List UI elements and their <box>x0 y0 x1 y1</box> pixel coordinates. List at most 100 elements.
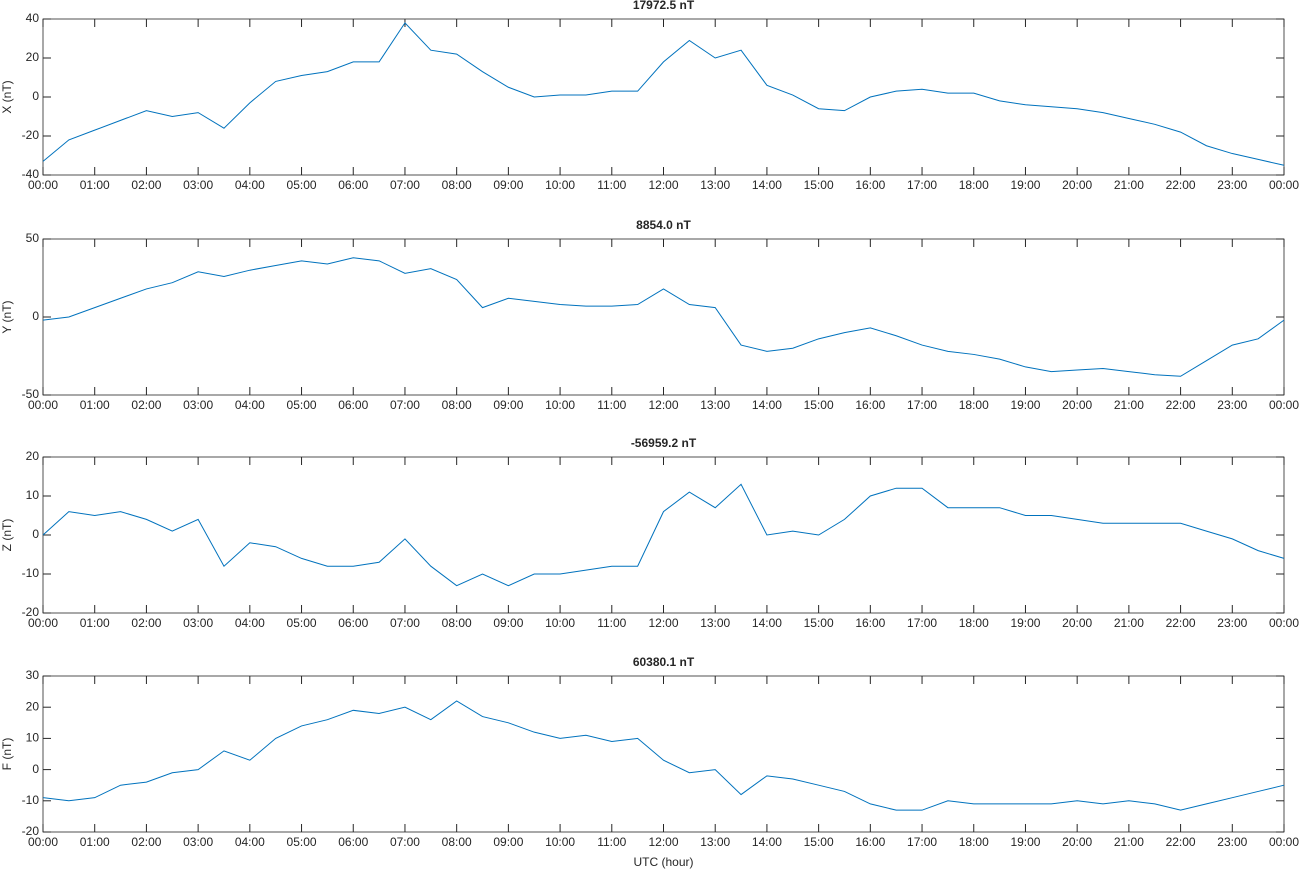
x-tick-label: 20:00 <box>1062 178 1092 192</box>
x-tick-label: 23:00 <box>1217 398 1247 412</box>
x-tick-label: 07:00 <box>390 835 420 849</box>
y-axis-label: X (nT) <box>0 80 14 113</box>
x-tick-label: 10:00 <box>545 835 575 849</box>
x-tick-label: 18:00 <box>959 398 989 412</box>
x-axis-label: UTC (hour) <box>633 855 693 869</box>
y-axis-label: Z (nT) <box>0 519 14 552</box>
subplot-title: 17972.5 nT <box>633 0 695 12</box>
x-tick-label: 10:00 <box>545 398 575 412</box>
x-tick-label: 22:00 <box>1166 398 1196 412</box>
y-tick-label: 10 <box>26 731 40 745</box>
x-tick-label: 04:00 <box>235 616 265 630</box>
x-tick-label: 11:00 <box>597 398 626 412</box>
x-tick-label: 06:00 <box>338 616 368 630</box>
y-axis-label: Y (nT) <box>0 300 14 333</box>
x-tick-label: 14:00 <box>752 178 782 192</box>
x-tick-label: 00:00 <box>1269 178 1299 192</box>
x-tick-label: 09:00 <box>493 835 523 849</box>
data-line <box>42 700 1285 811</box>
x-tick-label: 03:00 <box>183 616 213 630</box>
x-tick-label: 15:00 <box>804 616 834 630</box>
x-tick-label: 15:00 <box>804 178 834 192</box>
x-tick-label: 20:00 <box>1062 835 1092 849</box>
x-tick-label: 10:00 <box>545 616 575 630</box>
y-tick-label: -10 <box>22 566 40 580</box>
x-tick-label: 06:00 <box>338 178 368 192</box>
x-tick-label: 02:00 <box>131 835 161 849</box>
x-tick-label: 12:00 <box>648 616 678 630</box>
x-tick-label: 07:00 <box>390 616 420 630</box>
x-tick-label: 00:00 <box>28 835 58 849</box>
y-tick-label: -50 <box>22 387 40 401</box>
x-tick-label: 03:00 <box>183 835 213 849</box>
y-tick-label: 0 <box>32 309 39 323</box>
x-tick-label: 00:00 <box>28 178 58 192</box>
x-tick-label: 14:00 <box>752 398 782 412</box>
subplot-title: 8854.0 nT <box>636 218 691 232</box>
x-tick-label: 08:00 <box>442 178 472 192</box>
subplot: 00:00 01:00 02:00 03:00 04:00 05:00 06:00 07:00… <box>0 218 1299 412</box>
x-tick-label: 05:00 <box>287 178 317 192</box>
data-line <box>42 22 1285 166</box>
x-tick-label: 09:00 <box>493 398 523 412</box>
y-tick-label: -20 <box>22 605 40 619</box>
x-tick-label: 23:00 <box>1217 616 1247 630</box>
data-line <box>42 483 1285 587</box>
x-tick-label: 05:00 <box>287 616 317 630</box>
x-tick-label: 08:00 <box>442 835 472 849</box>
x-tick-label: 21:00 <box>1114 398 1144 412</box>
y-tick-label: 20 <box>26 699 40 713</box>
x-tick-label: 18:00 <box>959 178 989 192</box>
y-tick-label: 0 <box>32 762 39 776</box>
x-tick-label: 16:00 <box>855 398 885 412</box>
y-tick-label: 50 <box>26 231 40 245</box>
x-tick-label: 12:00 <box>648 835 678 849</box>
x-tick-label: 13:00 <box>700 616 730 630</box>
x-tick-label: 12:00 <box>648 398 678 412</box>
x-tick-label: 21:00 <box>1114 616 1144 630</box>
y-tick-label: 20 <box>26 449 40 463</box>
x-tick-label: 08:00 <box>442 398 472 412</box>
x-tick-label: 04:00 <box>235 398 265 412</box>
y-tick-label: 10 <box>26 488 40 502</box>
subplot: 00:00 01:00 02:00 03:00 04:00 05:00 06:00 07:00… <box>0 655 1299 869</box>
subplot-title: -56959.2 nT <box>631 436 697 450</box>
x-tick-label: 17:00 <box>907 835 937 849</box>
x-tick-label: 05:00 <box>287 835 317 849</box>
x-tick-label: 22:00 <box>1166 835 1196 849</box>
x-tick-label: 11:00 <box>597 178 626 192</box>
axes-box <box>42 675 1285 833</box>
y-tick-label: 0 <box>32 527 39 541</box>
subplot: 00:00 01:00 02:00 03:00 04:00 05:00 06:00 07:00… <box>0 0 1299 192</box>
x-tick-label: 01:00 <box>80 178 110 192</box>
y-tick-label: -40 <box>22 167 40 181</box>
x-tick-label: 02:00 <box>131 616 161 630</box>
axes-box <box>42 238 1285 396</box>
x-tick-label: 07:00 <box>390 178 420 192</box>
x-tick-label: 20:00 <box>1062 616 1092 630</box>
x-tick-label: 00:00 <box>1269 398 1299 412</box>
x-tick-label: 03:00 <box>183 178 213 192</box>
x-tick-label: 16:00 <box>855 835 885 849</box>
x-tick-label: 16:00 <box>855 178 885 192</box>
x-tick-label: 19:00 <box>1010 178 1040 192</box>
x-tick-label: 18:00 <box>959 835 989 849</box>
x-tick-label: 01:00 <box>80 616 110 630</box>
x-tick-label: 02:00 <box>131 398 161 412</box>
x-tick-label: 15:00 <box>804 398 834 412</box>
subplot-title: 60380.1 nT <box>633 655 695 669</box>
x-tick-label: 19:00 <box>1010 616 1040 630</box>
axes-box <box>42 456 1285 614</box>
x-tick-label: 01:00 <box>80 398 110 412</box>
x-tick-label: 21:00 <box>1114 835 1144 849</box>
x-tick-label: 17:00 <box>907 616 937 630</box>
x-tick-label: 08:00 <box>442 616 472 630</box>
x-tick-label: 20:00 <box>1062 398 1092 412</box>
y-tick-label: 0 <box>32 89 39 103</box>
x-tick-label: 04:00 <box>235 178 265 192</box>
x-tick-label: 03:00 <box>183 398 213 412</box>
x-tick-label: 14:00 <box>752 616 782 630</box>
y-tick-label: 40 <box>26 11 40 25</box>
y-tick-label: -20 <box>22 128 40 142</box>
y-axis-label: F (nT) <box>0 738 14 771</box>
